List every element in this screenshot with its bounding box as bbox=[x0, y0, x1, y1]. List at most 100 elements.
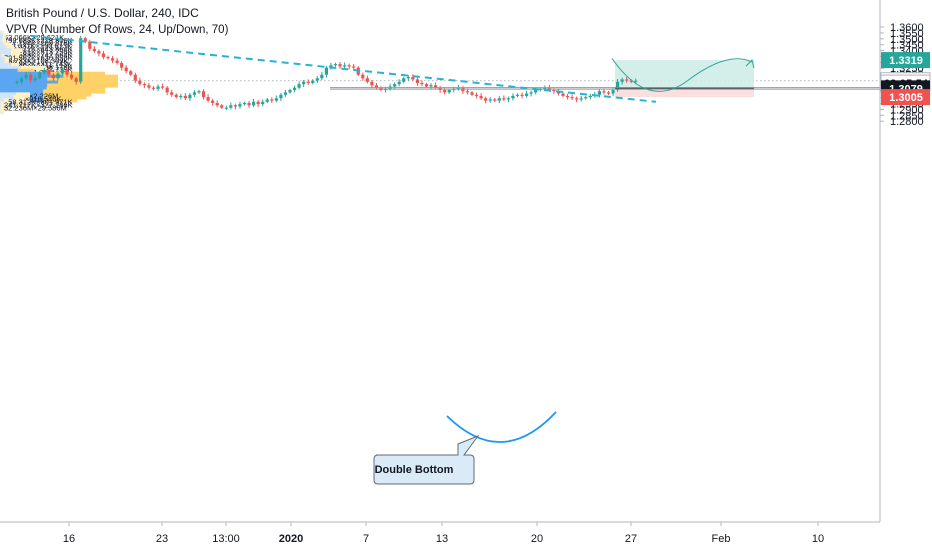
volume-bar-down bbox=[42, 89, 78, 103]
candle-body bbox=[206, 97, 210, 101]
candle-body bbox=[192, 92, 197, 95]
candle-body bbox=[279, 94, 283, 99]
double-bottom-callout-label: Double Bottom bbox=[375, 464, 454, 476]
candle-body bbox=[611, 90, 615, 94]
candle-body bbox=[170, 92, 174, 95]
candle-body bbox=[24, 74, 28, 79]
candle-body bbox=[247, 102, 251, 106]
candle-body bbox=[525, 93, 529, 96]
candle-body bbox=[415, 79, 419, 83]
volume-label: 700.583K×742.664K bbox=[4, 50, 73, 59]
candle-body bbox=[634, 80, 638, 82]
candle-body bbox=[70, 74, 74, 79]
volume-bar-down bbox=[10, 51, 21, 65]
projection-arrowhead bbox=[745, 59, 755, 69]
candle-body bbox=[270, 99, 274, 101]
candle-body bbox=[238, 104, 242, 107]
candle-body bbox=[274, 98, 278, 101]
trendline[interactable] bbox=[30, 34, 657, 103]
candle-body bbox=[56, 73, 60, 79]
candle-body bbox=[329, 65, 333, 68]
candle-body bbox=[311, 80, 315, 83]
x-tick-label: 7 bbox=[363, 533, 369, 545]
candle-body bbox=[179, 95, 183, 98]
x-tick-label: 2020 bbox=[279, 533, 303, 545]
candle-body bbox=[456, 87, 460, 89]
candle-body bbox=[493, 99, 497, 101]
volume-label: 192.688K×218.806K bbox=[4, 36, 73, 45]
candle-body bbox=[529, 92, 533, 94]
candle-body bbox=[361, 74, 365, 79]
candle-body bbox=[520, 94, 524, 96]
candle-body bbox=[315, 78, 319, 81]
candle-body bbox=[33, 78, 37, 81]
candle-body bbox=[333, 64, 338, 66]
x-tick-label: 10 bbox=[812, 533, 824, 545]
candle-body bbox=[484, 98, 488, 101]
volume-label: 177.194K×209.816K bbox=[4, 39, 73, 48]
candle-body bbox=[147, 85, 151, 88]
descending-trendline bbox=[30, 34, 657, 103]
candle-body bbox=[188, 94, 192, 99]
candle-body bbox=[629, 80, 633, 82]
volume-label: 858.312K×801.971K bbox=[4, 98, 73, 107]
candle-body bbox=[579, 98, 583, 100]
candle-body bbox=[474, 94, 479, 96]
x-tick-label: 16 bbox=[63, 533, 75, 545]
candle-body bbox=[306, 81, 310, 83]
candle-body bbox=[443, 90, 447, 93]
candle-body bbox=[511, 95, 515, 99]
candle-body bbox=[283, 92, 288, 95]
double-bottom-callout-box bbox=[373, 434, 480, 485]
volume-label: 701.567K×630.658K bbox=[4, 53, 73, 62]
candle-body bbox=[515, 94, 520, 96]
candle-body bbox=[320, 74, 324, 79]
candle-body bbox=[411, 77, 415, 80]
position-zones bbox=[615, 60, 754, 98]
candle-body bbox=[620, 79, 624, 82]
candle-body bbox=[224, 107, 228, 109]
candle-body bbox=[88, 41, 92, 49]
candle-body bbox=[252, 101, 256, 106]
candle-body bbox=[51, 74, 55, 79]
candle-body bbox=[265, 99, 269, 102]
candle-body bbox=[197, 91, 201, 93]
y-tick-label: 1.2900 bbox=[890, 104, 924, 116]
candle-body bbox=[374, 85, 379, 88]
candle-body bbox=[101, 53, 106, 58]
candle-body bbox=[625, 79, 629, 81]
volume-label: 96.733K×108.309K bbox=[4, 56, 68, 65]
x-tick-label: 20 bbox=[531, 533, 543, 545]
target-zone bbox=[615, 60, 754, 89]
y-tick-label: 1.3450 bbox=[890, 40, 924, 52]
candle-body bbox=[588, 95, 592, 98]
candle-body bbox=[470, 92, 474, 95]
candle-body bbox=[402, 78, 406, 82]
candle-body bbox=[584, 97, 588, 99]
volume-label: 53.066K×29.621K bbox=[4, 33, 64, 42]
candle-body bbox=[161, 86, 165, 88]
volume-profile: 53.066K×29.621K192.688K×218.806K177.194K… bbox=[0, 30, 118, 115]
price-tag-target bbox=[881, 52, 930, 69]
annotations[interactable]: Double Bottom bbox=[373, 58, 755, 485]
candle-body bbox=[151, 87, 156, 89]
candle-body bbox=[38, 72, 42, 79]
candle-body bbox=[129, 71, 133, 75]
candle-body bbox=[47, 69, 51, 75]
candle-body bbox=[215, 102, 219, 106]
candle-body bbox=[15, 81, 19, 83]
candle-body bbox=[434, 85, 438, 88]
candle-body bbox=[297, 84, 301, 88]
candle-body bbox=[220, 105, 224, 108]
candle-body bbox=[602, 91, 606, 93]
stop-zone bbox=[615, 88, 754, 98]
volume-label: 404.781K×513.756K bbox=[4, 48, 73, 57]
candle-body bbox=[242, 102, 247, 105]
candle-body bbox=[565, 95, 570, 98]
candle-body bbox=[133, 74, 137, 81]
candle-body bbox=[575, 98, 579, 100]
candle-body bbox=[302, 81, 306, 85]
candle-body bbox=[233, 105, 237, 107]
price-tag-label: 1.3319 bbox=[889, 55, 923, 67]
